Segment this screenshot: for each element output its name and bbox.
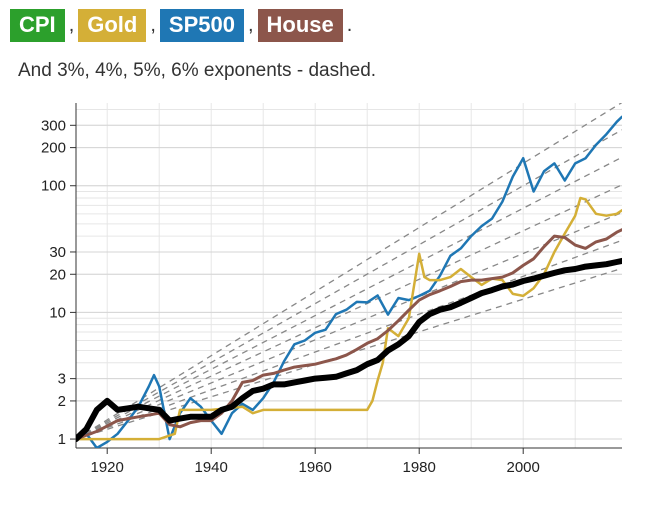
legend-badge-house: House — [257, 8, 343, 42]
y-tick-label: 10 — [49, 304, 66, 321]
y-tick-label: 3 — [58, 371, 66, 388]
x-tick-label: 2000 — [507, 459, 540, 476]
legend-badge-gold: Gold — [78, 8, 147, 42]
series-line-sp500 — [76, 115, 622, 448]
chart-subtitle: And 3%, 4%, 5%, 6% exponents - dashed. — [18, 60, 377, 81]
series-line-house — [76, 228, 622, 441]
exponent-line-4-5pct — [76, 184, 622, 440]
y-tick-label: 300 — [41, 117, 66, 134]
legend-badge-sp500: SP500 — [159, 8, 244, 42]
exponent-line-6pct — [76, 103, 622, 440]
x-tick-label: 1920 — [91, 459, 124, 476]
legend: CPI , Gold , SP500 , House . — [10, 8, 356, 42]
legend-terminator: . — [346, 13, 353, 36]
y-tick-label: 20 — [49, 266, 66, 283]
y-tick-label: 2 — [58, 393, 66, 410]
exponent-line-3-5pct — [76, 239, 622, 440]
y-tick-label: 100 — [41, 178, 66, 195]
legend-badge-cpi: CPI — [10, 8, 65, 42]
exponent-line-5pct — [76, 156, 622, 440]
x-tick-label: 1980 — [403, 459, 436, 476]
series-line-cpi — [76, 257, 622, 443]
legend-separator: , — [150, 13, 156, 36]
x-tick-label: 1940 — [195, 459, 228, 476]
y-tick-label: 1 — [58, 431, 66, 448]
series-line-gold — [76, 196, 622, 441]
exponent-line-4pct — [76, 211, 622, 440]
x-tick-label: 1960 — [299, 459, 332, 476]
y-tick-label: 200 — [41, 140, 66, 157]
legend-separator: , — [68, 13, 75, 36]
legend-separator: , — [247, 13, 254, 36]
y-tick-label: 30 — [49, 244, 66, 261]
